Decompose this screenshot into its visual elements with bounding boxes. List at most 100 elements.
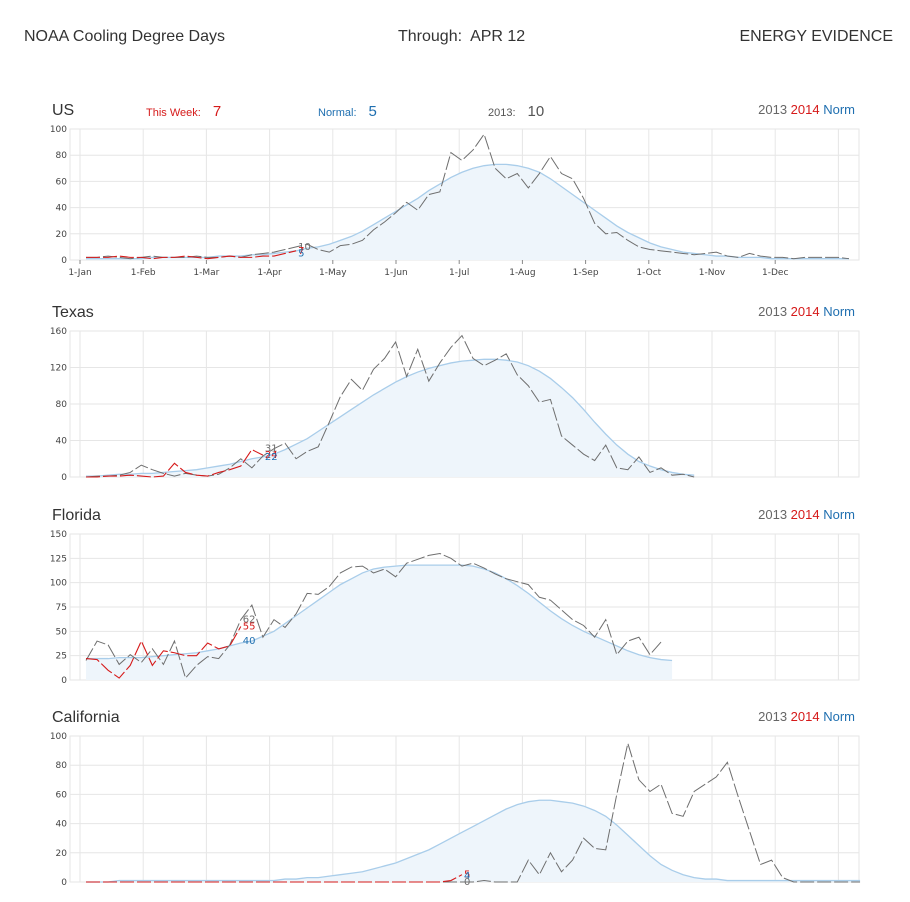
stat-2013: 2013: 10 xyxy=(488,103,544,120)
chart-title: Texas xyxy=(52,304,94,321)
data-label-norm: 40 xyxy=(243,636,256,647)
page-title: NOAA Cooling Degree Days xyxy=(24,28,225,45)
data-label-2014: 5 xyxy=(464,870,470,881)
legend-2014[interactable]: 2014 xyxy=(790,709,820,724)
chart-legend: 2013 2014 Norm xyxy=(758,507,855,522)
legend-2013[interactable]: 2013 xyxy=(758,709,788,724)
stat-value: 5 xyxy=(368,103,377,120)
series-2013-line xyxy=(85,334,695,478)
data-label-norm: 5 xyxy=(298,248,304,259)
data-label-2013: 31 xyxy=(265,444,278,455)
chart-legend: 2013 2014 Norm xyxy=(758,709,855,724)
y-tick-label: 40 xyxy=(56,204,68,214)
through-date: Through: APR 12 xyxy=(398,28,525,46)
series-norm-line xyxy=(86,799,861,883)
data-label-norm: 4 xyxy=(464,871,470,882)
series-norm-line xyxy=(86,163,849,260)
x-tick-label: 1-Aug xyxy=(509,268,535,278)
data-label-2014: 55 xyxy=(243,621,256,632)
norm-area xyxy=(86,359,695,477)
legend-norm[interactable]: Norm xyxy=(823,709,855,724)
x-tick-label: 1-Sep xyxy=(573,268,599,278)
x-tick-label: 1-Jun xyxy=(384,268,408,278)
y-tick-label: 20 xyxy=(56,230,68,240)
legend-2014[interactable]: 2014 xyxy=(790,102,820,117)
legend-2013[interactable]: 2013 xyxy=(758,304,788,319)
stat-label: 2013: xyxy=(488,107,516,119)
chart-legend: 2013 2014 Norm xyxy=(758,304,855,319)
y-tick-label: 100 xyxy=(50,732,67,742)
through-value: APR 12 xyxy=(470,28,526,45)
series-2013-line xyxy=(86,133,850,260)
x-tick-label: 1-Apr xyxy=(257,268,282,278)
legend-2013[interactable]: 2013 xyxy=(758,507,788,522)
x-tick-label: 1-May xyxy=(319,268,347,278)
y-tick-label: 20 xyxy=(56,849,68,859)
stat-value: 7 xyxy=(212,103,222,120)
legend-2013[interactable]: 2013 xyxy=(758,102,788,117)
series-2013-line xyxy=(85,552,662,680)
x-tick-label: 1-Dec xyxy=(762,268,788,278)
x-tick-label: 1-Mar xyxy=(193,268,219,278)
chart-title: US xyxy=(52,102,75,119)
y-tick-label: 0 xyxy=(61,676,67,686)
legend-2014[interactable]: 2014 xyxy=(790,507,820,522)
y-tick-label: 80 xyxy=(56,151,68,161)
series-2014-line xyxy=(85,626,242,679)
y-tick-label: 50 xyxy=(56,627,68,637)
data-label-2013: 0 xyxy=(464,877,470,888)
y-tick-label: 120 xyxy=(50,364,67,374)
y-tick-label: 80 xyxy=(56,761,68,771)
x-tick-label: 1-Oct xyxy=(636,268,661,278)
stat-label: This Week: xyxy=(146,107,201,119)
stat-value: 10 xyxy=(527,103,545,120)
x-tick-label: 1-Jan xyxy=(68,268,91,278)
x-tick-label: 1-Feb xyxy=(131,268,156,278)
norm-area xyxy=(86,164,849,260)
series-2014-line xyxy=(86,250,297,260)
legend-norm[interactable]: Norm xyxy=(823,507,855,522)
y-tick-label: 150 xyxy=(50,530,67,540)
through-label: Through: xyxy=(398,28,463,45)
stat-this-week: This Week: 7 xyxy=(146,103,221,120)
series-2014-line xyxy=(86,874,463,883)
y-tick-label: 0 xyxy=(61,473,67,483)
y-tick-label: 40 xyxy=(56,437,68,447)
stat-label: Normal: xyxy=(318,107,357,119)
brand-name: ENERGY EVIDENCE xyxy=(739,28,893,45)
legend-norm[interactable]: Norm xyxy=(823,102,855,117)
y-tick-label: 60 xyxy=(56,790,68,800)
data-label-2013: 10 xyxy=(298,242,311,253)
data-label-2014: 24 xyxy=(265,450,278,461)
y-tick-label: 80 xyxy=(56,400,68,410)
chart-legend: 2013 2014 Norm xyxy=(758,102,855,117)
y-tick-label: 0 xyxy=(61,256,67,266)
y-tick-label: 25 xyxy=(56,652,67,662)
legend-norm[interactable]: Norm xyxy=(823,304,855,319)
data-label-2013: 62 xyxy=(243,615,256,626)
stat-normal: Normal: 5 xyxy=(318,103,377,120)
series-norm-line xyxy=(86,564,673,662)
data-label-norm: 22 xyxy=(265,452,278,463)
chart-title: California xyxy=(52,709,120,726)
y-tick-label: 125 xyxy=(50,554,67,564)
data-label-2014: 7 xyxy=(298,246,304,257)
chart-us: 0 20 40 60 80 100 1-Jan 1-Feb 1-Mar 1-Apr 1-May 1-J… xyxy=(50,125,860,278)
y-tick-label: 100 xyxy=(50,579,67,589)
norm-area xyxy=(86,800,861,882)
x-tick-label: 1-Nov xyxy=(699,268,726,278)
y-tick-label: 0 xyxy=(61,878,67,888)
series-norm-line xyxy=(86,358,695,477)
norm-area xyxy=(86,565,673,680)
y-tick-label: 60 xyxy=(56,177,68,187)
y-tick-label: 160 xyxy=(50,327,67,337)
y-tick-label: 100 xyxy=(50,125,67,135)
chart-title: Florida xyxy=(52,507,101,524)
y-tick-label: 40 xyxy=(56,820,68,830)
legend-2014[interactable]: 2014 xyxy=(790,304,820,319)
y-tick-label: 75 xyxy=(56,603,67,613)
x-tick-label: 1-Jul xyxy=(449,268,469,278)
